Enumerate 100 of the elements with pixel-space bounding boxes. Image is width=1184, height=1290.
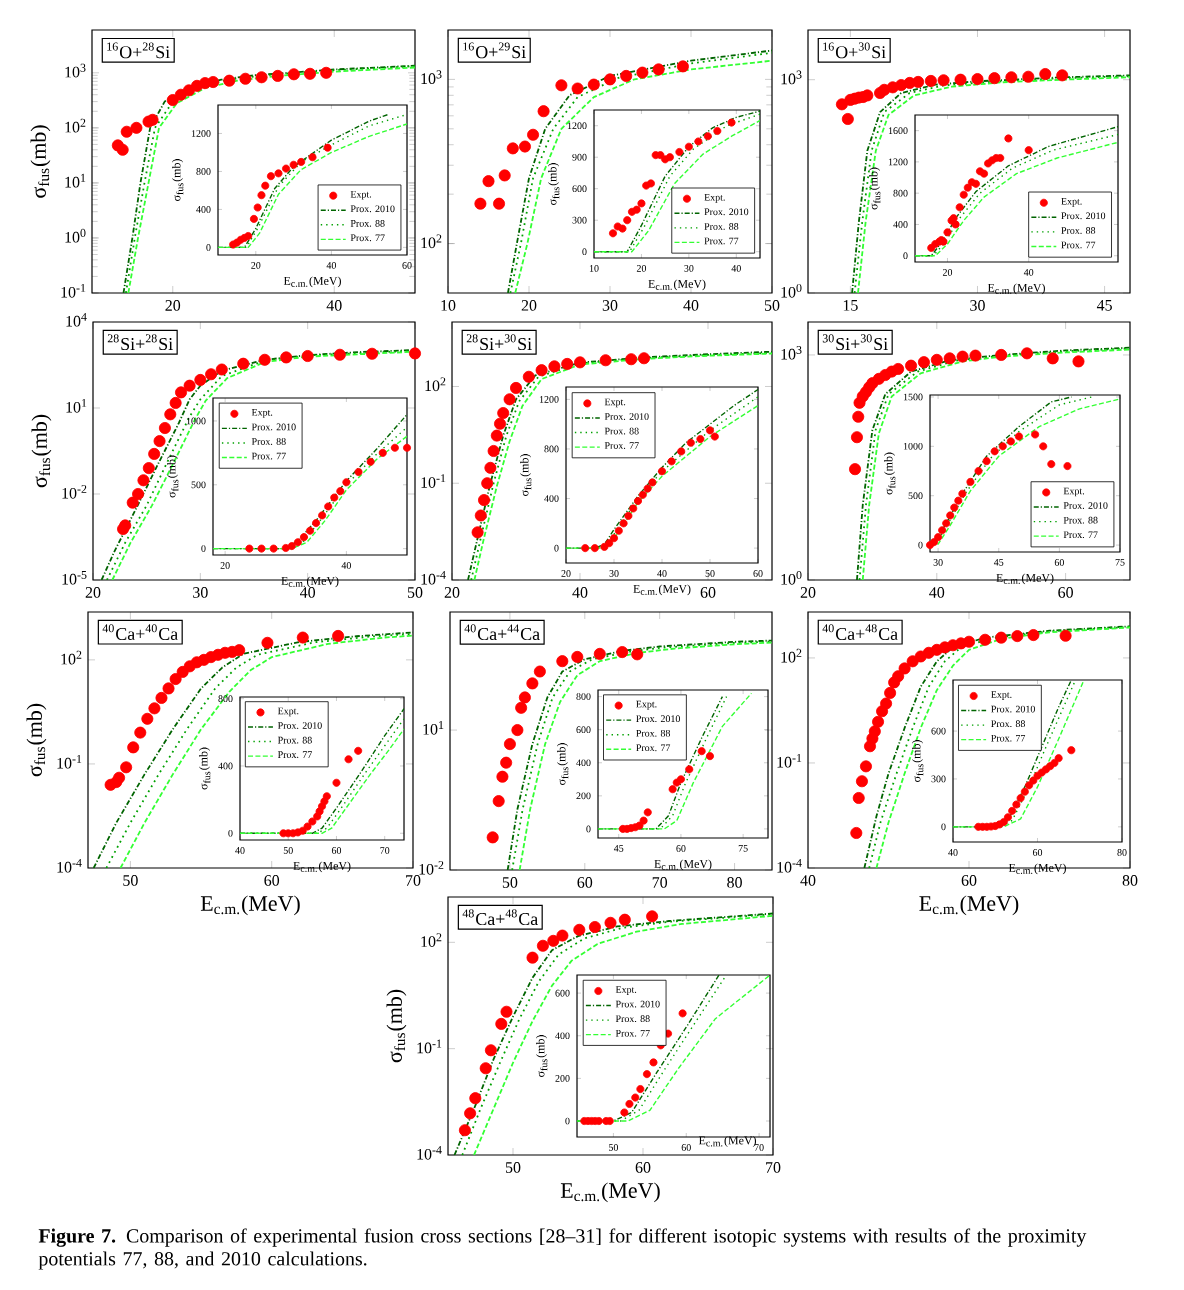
x-tick-label: 30	[193, 587, 208, 598]
legend-label: Prox. 2010	[1061, 212, 1106, 220]
y-tick-label: 10$^{-1}$	[421, 474, 446, 488]
y-tick-label: 10$^{3}$	[65, 63, 86, 78]
x-tick-label: 50	[764, 300, 780, 311]
y-tick-label: 10$^{1}$	[65, 173, 86, 188]
x-tick-label: 50	[609, 1144, 619, 1151]
y-tick-label: 800	[893, 189, 908, 197]
x-axis-title: E$_{c.m.}$(MeV)	[987, 283, 1045, 295]
y-tick-label: 10$^{2}$	[421, 234, 442, 249]
y-tick-label: 600	[576, 726, 591, 734]
x-tick-label: 75	[738, 845, 748, 852]
legend-label: Prox. 77	[277, 751, 312, 759]
y-tick-label: 10$^{3}$	[781, 70, 802, 85]
y-tick-label: 10$^{-4}$	[57, 858, 82, 873]
y-tick-label: 10$^{0}$	[781, 283, 802, 298]
y-tick-label: 400	[544, 495, 559, 502]
x-tick-label: 20	[521, 300, 537, 311]
x-axis-title: E$_{c.m.}$(MeV)	[283, 276, 341, 288]
legend-label: Prox. 88	[991, 720, 1025, 728]
annotation: $^{30}$Si+$^{30}$Si	[822, 334, 888, 351]
y-tick-label: 10$^{-1}$	[777, 753, 802, 768]
legend-label: Prox. 2010	[1063, 502, 1108, 509]
legend-label: Prox. 77	[1061, 241, 1096, 249]
legend-label: Expt.	[704, 193, 725, 203]
x-tick-label: 40	[800, 875, 816, 886]
x-axis-title: E$_{c.m.}$(MeV)	[1008, 863, 1066, 875]
x-tick-label: 20	[220, 562, 230, 569]
x-tick-label: 20	[636, 265, 647, 272]
legend-label: Prox. 88	[277, 736, 312, 744]
x-tick-label: 40	[948, 849, 958, 856]
y-tick-label: 10$^{2}$	[421, 933, 442, 947]
x-tick-label: 50	[505, 1162, 521, 1173]
y-tick-label: 1000	[186, 417, 206, 425]
y-tick-label: 10$^{3}$	[421, 70, 442, 85]
y-tick-label: 10$^{-1}$	[417, 1039, 442, 1054]
x-tick-label: 40	[572, 587, 588, 598]
legend-label: Prox. 88	[1061, 227, 1096, 234]
annotation: $^{28}$Si+$^{28}$Si	[107, 334, 173, 351]
x-tick-label: 50	[283, 847, 293, 854]
y-axis-title: σ$_{fus}$(mb)	[30, 125, 51, 198]
y-tick-label: 400	[576, 759, 591, 767]
legend-label: Prox. 88	[350, 220, 385, 227]
x-tick-label: 75	[1115, 559, 1125, 566]
y-tick-label: 10$^{-1}$	[61, 283, 86, 298]
x-tick-label: 50	[123, 875, 138, 886]
y-tick-label: 0	[918, 541, 923, 549]
x-tick-label: 70	[406, 875, 421, 886]
x-tick-label: 70	[652, 877, 668, 888]
x-tick-label: 40	[235, 847, 245, 854]
y-axis-title: σ$_{fus}$(mb)	[520, 454, 532, 496]
x-tick-label: 40	[1023, 269, 1034, 276]
x-tick-label: 60	[577, 877, 593, 888]
y-tick-label: 400	[555, 1032, 570, 1040]
y-axis-title: σ$_{fus}$(mb)	[884, 452, 896, 495]
y-tick-label: 10$^{-4}$	[777, 858, 802, 873]
x-tick-label: 80	[1122, 875, 1138, 886]
annotation: $^{16}$O+$^{30}$Si	[823, 42, 886, 59]
x-axis-title: E$_{c.m.}$(MeV)	[698, 1136, 757, 1147]
x-tick-label: 70	[380, 847, 390, 854]
y-tick-label: 10$^{4}$	[66, 312, 87, 327]
x-tick-label: 45	[993, 559, 1004, 566]
x-axis-title: E$_{c.m.}$(MeV)	[200, 895, 300, 916]
legend-label: Prox. 2010	[350, 205, 395, 213]
legend-label: Prox. 77	[615, 1029, 650, 1037]
annotation: $^{40}$Ca+$^{40}$Ca	[102, 624, 178, 641]
legend-label: Prox. 2010	[991, 705, 1035, 713]
legend-label: Expt.	[350, 190, 372, 200]
legend-label: Expt.	[604, 398, 626, 408]
legend-label: Prox. 77	[1063, 531, 1098, 539]
x-tick-label: 60	[1054, 559, 1064, 566]
x-tick-label: 80	[1117, 849, 1127, 856]
x-tick-label: 45	[613, 845, 624, 852]
x-tick-label: 10	[589, 265, 599, 272]
legend-label: Expt.	[615, 986, 637, 995]
x-tick-label: 60	[700, 587, 716, 598]
legend-label: Prox. 77	[251, 452, 286, 460]
y-tick-label: 10$^{0}$	[65, 228, 86, 243]
x-tick-label: 10	[441, 300, 456, 311]
legend-label: Prox. 2010	[277, 722, 322, 729]
y-axis-title: σ$_{fus}$(mb)	[31, 414, 52, 488]
x-tick-label: 60	[681, 1144, 691, 1151]
y-tick-label: 0	[582, 248, 587, 256]
y-tick-label: 800	[544, 445, 559, 453]
legend-label: Prox. 2010	[604, 413, 649, 420]
x-axis-title: E$_{c.m.}$(MeV)	[654, 859, 712, 871]
x-tick-label: 30	[970, 300, 985, 311]
y-axis-title: σ$_{fus}$(mb)	[199, 747, 211, 790]
x-tick-label: 40	[300, 587, 316, 598]
y-tick-label: 400	[893, 221, 908, 228]
y-tick-label: 10$^{-4}$	[421, 570, 446, 585]
x-tick-label: 60	[331, 847, 342, 854]
y-axis-title: σ$_{fus}$(mb)	[869, 167, 881, 210]
x-tick-label: 50	[407, 587, 423, 598]
legend-label: Prox. 2010	[636, 715, 680, 723]
y-tick-label: 900	[572, 153, 587, 161]
y-tick-label: 10$^{1}$	[66, 398, 87, 413]
x-tick-label: 20	[444, 587, 460, 598]
y-tick-label: 10$^{0}$	[781, 570, 802, 585]
legend-label: Expt.	[1063, 487, 1085, 497]
